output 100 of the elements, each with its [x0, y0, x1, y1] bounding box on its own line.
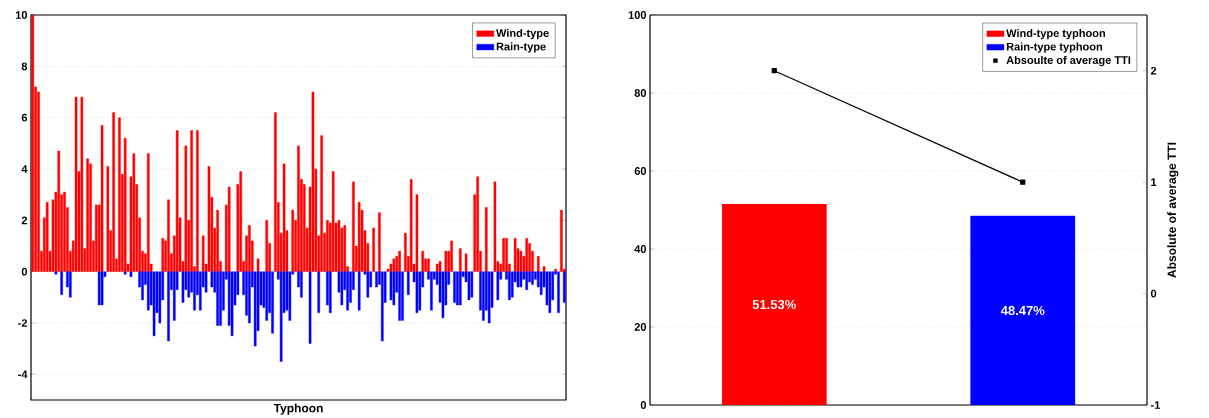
bar [265, 271, 269, 321]
bar [158, 271, 162, 324]
bar [184, 145, 188, 272]
bar [476, 176, 479, 272]
bar [57, 150, 61, 272]
legend-label: Rain-type typhoon [1006, 42, 1103, 53]
y-tick-label: 0 [640, 401, 647, 409]
y-tick-label: 20 [634, 323, 647, 331]
bar [227, 186, 231, 272]
bar [513, 238, 517, 272]
bar [453, 271, 456, 303]
bar [248, 271, 251, 324]
bar [450, 240, 453, 272]
bar [167, 199, 170, 272]
data-label: 51.53% [752, 299, 796, 310]
bar [459, 248, 462, 272]
bar [536, 256, 540, 272]
legend-label: Wind-type [496, 28, 549, 40]
bar [525, 271, 528, 290]
bar [505, 238, 508, 272]
bar [343, 225, 347, 272]
bar [398, 250, 401, 272]
bar [45, 202, 49, 272]
bar [337, 220, 341, 272]
bar [311, 91, 315, 272]
bar [207, 166, 211, 272]
bar [152, 271, 156, 337]
y-tick-label: 6 [21, 113, 28, 122]
bar [525, 238, 528, 272]
bar [444, 250, 448, 272]
legend-label: Wind-type typhoon [1006, 28, 1105, 40]
bar [375, 271, 378, 288]
bar [279, 271, 283, 362]
bar [484, 207, 488, 272]
bar [357, 271, 361, 311]
bar [199, 271, 202, 311]
bar [539, 271, 543, 295]
bar [493, 181, 497, 272]
bar [557, 271, 560, 313]
bar [329, 271, 332, 313]
bar [415, 271, 419, 313]
bar [470, 271, 474, 298]
bar [141, 271, 144, 301]
bar [404, 232, 407, 272]
bar [100, 125, 104, 272]
y-tick-label: 40 [634, 245, 647, 253]
y-tick-label: 100 [628, 11, 647, 19]
bar [118, 117, 121, 272]
bar [407, 271, 410, 295]
bar [80, 96, 84, 272]
bar [187, 271, 191, 298]
bar [147, 153, 150, 272]
bar [372, 227, 375, 272]
bar [435, 263, 439, 272]
bar [201, 235, 205, 272]
y-tick-label: 2 [21, 216, 28, 225]
bar [516, 271, 520, 288]
bar [320, 135, 323, 272]
bar [31, 14, 35, 272]
bar [392, 271, 396, 306]
bar [256, 258, 260, 272]
bar [496, 271, 500, 301]
bar [418, 271, 422, 311]
bar [74, 96, 78, 272]
y2-axis-title: Absolute of average TTI [1167, 142, 1179, 278]
bar [239, 171, 243, 272]
bar [190, 130, 193, 272]
y-tick-label: -2 [18, 319, 28, 327]
bar [487, 271, 491, 324]
x-axis-title: Typhoon [273, 403, 323, 415]
bar [132, 153, 136, 272]
bar [542, 266, 546, 272]
y2-tick-label: 2 [1150, 66, 1157, 75]
bar [123, 271, 127, 275]
bar [173, 271, 176, 321]
y-tick-label: 10 [15, 11, 28, 19]
bar [482, 271, 485, 321]
y-tick-label: -4 [18, 370, 28, 379]
bar [297, 145, 300, 272]
bar [352, 181, 355, 272]
bar [271, 271, 274, 334]
bar [282, 163, 286, 272]
y2-tick-label: 1 [1151, 178, 1157, 186]
bar [129, 271, 133, 277]
bar [291, 209, 295, 272]
bar [346, 271, 349, 311]
bar [97, 271, 101, 306]
bar [340, 271, 344, 306]
bar [175, 130, 179, 272]
bar [100, 271, 104, 306]
bar [548, 271, 552, 313]
bar [219, 271, 222, 326]
bar [196, 130, 199, 272]
bar [63, 191, 66, 272]
bar [378, 212, 381, 272]
bar [86, 158, 89, 272]
bar [438, 261, 442, 272]
bar [467, 271, 471, 301]
bar [415, 194, 419, 272]
bar [265, 220, 269, 272]
